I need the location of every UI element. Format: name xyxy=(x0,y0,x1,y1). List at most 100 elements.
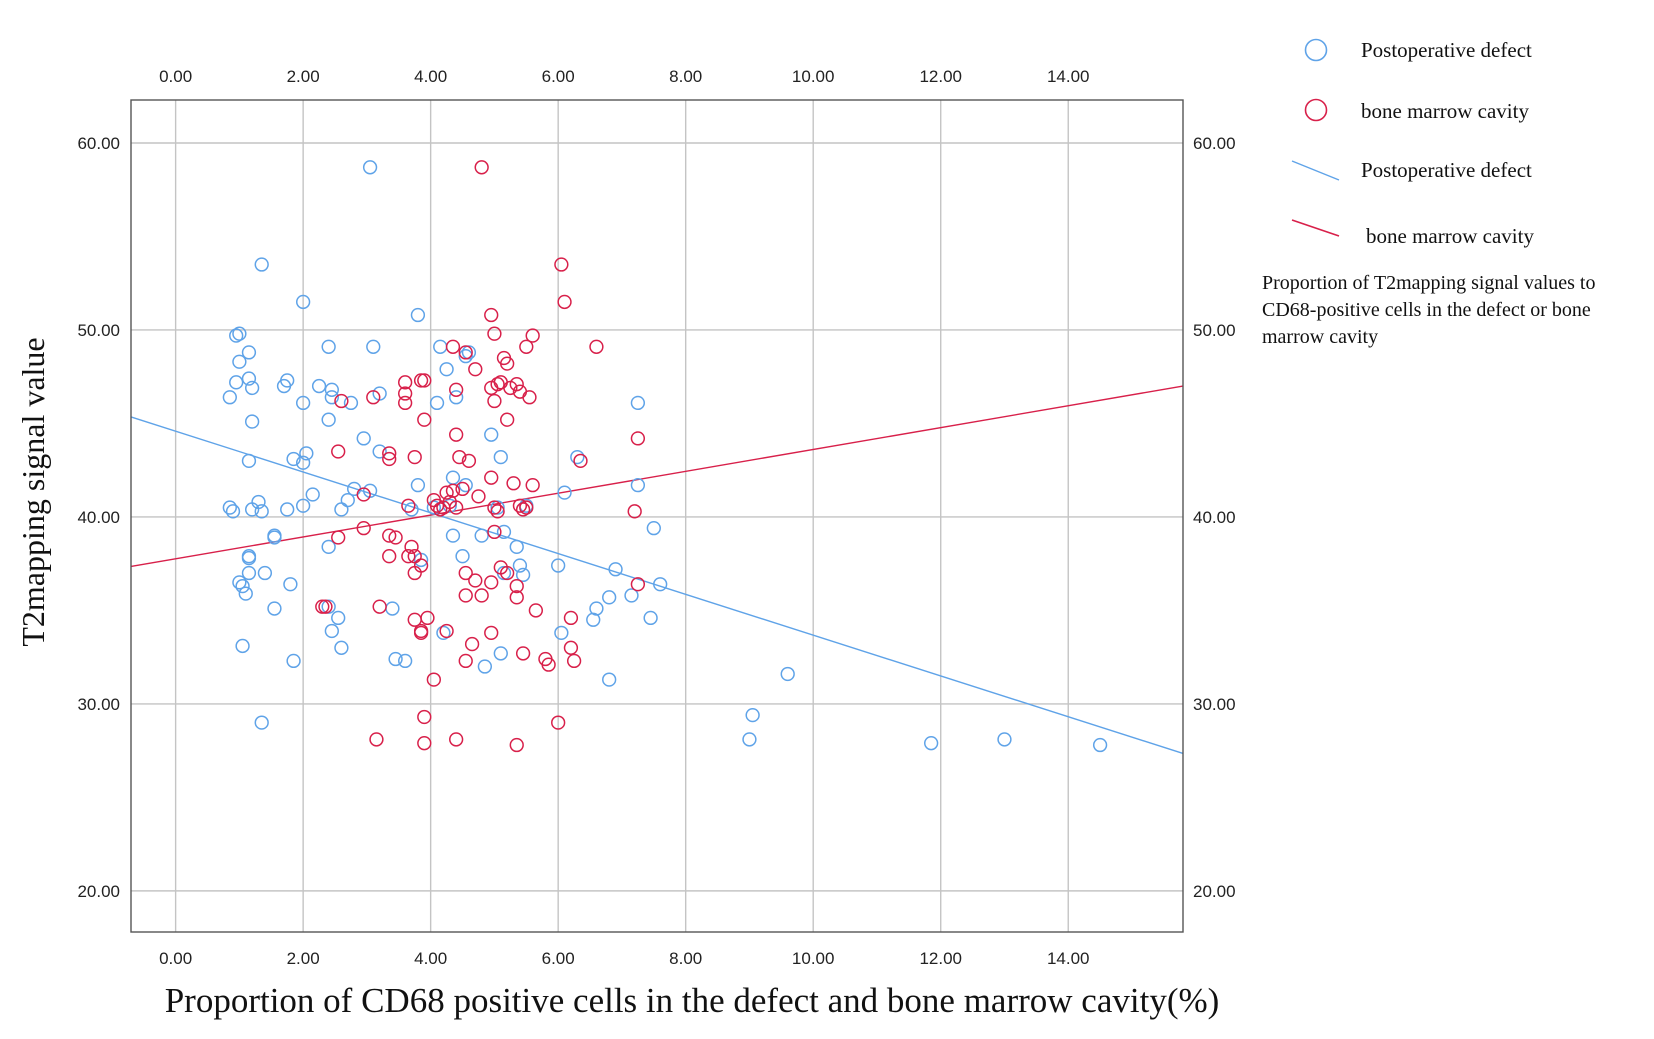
point-marrow xyxy=(500,412,515,427)
point-defect xyxy=(372,444,387,459)
x-tick-label-top: 12.00 xyxy=(919,67,962,86)
x-tick-label-top: 0.00 xyxy=(159,67,192,86)
point-defect xyxy=(331,610,346,626)
point-marrow xyxy=(417,412,432,427)
point-defect xyxy=(362,160,378,175)
point-defect xyxy=(286,451,301,467)
point-marrow xyxy=(458,588,473,603)
point-marrow xyxy=(331,444,346,459)
point-marrow xyxy=(528,603,544,618)
point-marrow xyxy=(541,657,556,672)
data-points xyxy=(222,160,1108,753)
point-defect xyxy=(254,257,269,272)
point-marrow xyxy=(413,373,429,388)
point-defect xyxy=(324,623,339,639)
point-defect xyxy=(366,339,381,354)
point-marrow xyxy=(490,504,505,519)
point-defect xyxy=(257,565,273,581)
legend-line-marrow xyxy=(1291,219,1340,237)
plot-frame xyxy=(130,99,1184,933)
point-marrow xyxy=(401,549,416,564)
x-tick-label-bottom: 0.00 xyxy=(159,949,192,968)
point-defect xyxy=(321,539,336,554)
y-tick-label-left: 30.00 xyxy=(77,695,120,714)
point-defect xyxy=(222,500,237,515)
point-marrow xyxy=(439,623,454,639)
point-defect xyxy=(429,395,445,411)
point-marrow xyxy=(484,380,499,396)
point-marrow xyxy=(369,732,384,747)
point-marrow xyxy=(474,160,489,175)
point-defect xyxy=(241,453,257,468)
point-defect xyxy=(602,590,617,605)
point-marrow xyxy=(449,427,464,442)
point-marrow xyxy=(442,494,457,510)
point-marrow xyxy=(551,715,566,730)
point-marrow xyxy=(500,356,515,371)
legend-caption: Proportion of T2mapping signal values to… xyxy=(1262,272,1596,348)
point-defect xyxy=(321,339,336,354)
legend-marker-marrow xyxy=(1304,98,1328,122)
point-marrow xyxy=(566,653,582,669)
point-defect xyxy=(653,577,668,592)
point-marrow xyxy=(366,390,381,405)
y-tick-label-right: 60.00 xyxy=(1193,134,1236,153)
legend-marker-defect xyxy=(1304,38,1328,62)
point-defect xyxy=(324,382,339,397)
point-defect xyxy=(295,294,311,310)
x-tick-label-bottom: 6.00 xyxy=(542,949,575,968)
point-marrow xyxy=(563,610,579,626)
point-marrow xyxy=(334,393,349,409)
point-defect xyxy=(436,625,451,641)
point-marrow xyxy=(445,339,461,354)
x-tick-label-bottom: 12.00 xyxy=(919,949,962,968)
point-defect xyxy=(449,390,464,405)
point-defect xyxy=(267,601,282,616)
point-marrow xyxy=(509,737,524,753)
point-marrow xyxy=(500,565,515,581)
point-marrow xyxy=(487,393,502,409)
point-marrow xyxy=(458,565,473,581)
fit-line-defect xyxy=(130,416,1184,755)
point-marrow xyxy=(519,500,534,515)
point-defect xyxy=(780,666,795,682)
point-defect xyxy=(241,345,257,360)
point-marrow xyxy=(512,498,528,513)
point-marrow xyxy=(356,521,371,536)
point-defect xyxy=(509,539,524,554)
point-defect xyxy=(241,550,257,566)
point-defect xyxy=(458,478,473,493)
tick-labels: 0.00 0.00 2.00 2.00 4.00 4.00 6.00 6.00 8.00 8.00… xyxy=(77,67,1235,968)
point-defect xyxy=(267,530,282,545)
point-marrow xyxy=(506,476,521,491)
point-marrow xyxy=(563,640,579,655)
point-defect xyxy=(321,412,336,427)
point-marrow xyxy=(318,599,333,614)
point-marrow xyxy=(417,709,432,725)
x-tick-label-top: 8.00 xyxy=(669,67,702,86)
legend-line-defect xyxy=(1291,160,1340,181)
point-defect xyxy=(646,521,661,536)
x-tick-label-bottom: 2.00 xyxy=(287,949,320,968)
point-defect xyxy=(439,362,454,377)
point-marrow xyxy=(382,446,397,461)
point-marrow xyxy=(461,453,477,468)
point-defect xyxy=(280,502,295,517)
point-defect xyxy=(461,345,477,360)
point-defect xyxy=(276,378,292,394)
point-defect xyxy=(295,395,311,411)
point-defect xyxy=(557,485,572,500)
point-marrow xyxy=(429,498,445,513)
point-defect xyxy=(410,478,426,493)
point-defect xyxy=(458,348,473,364)
legend: Postoperative defect bone marrow cavity … xyxy=(1291,38,1534,248)
y-axis-title: T2mapping signal value xyxy=(15,337,51,646)
legend-label-marrow-points: bone marrow cavity xyxy=(1361,99,1529,123)
point-defect xyxy=(493,646,508,661)
point-defect xyxy=(229,328,244,343)
point-marrow xyxy=(554,257,569,272)
point-defect xyxy=(1092,737,1108,753)
x-tick-label-bottom: 14.00 xyxy=(1047,949,1090,968)
point-marrow xyxy=(484,470,499,485)
point-defect xyxy=(311,378,327,394)
